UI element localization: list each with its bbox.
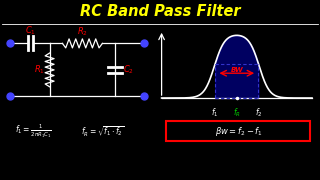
- Bar: [166, 122, 310, 141]
- Text: $R_1$: $R_1$: [34, 64, 45, 76]
- Text: $f_2$: $f_2$: [255, 106, 262, 119]
- Text: $\beta w = f_2 - f_1$: $\beta w = f_2 - f_1$: [214, 125, 262, 138]
- Text: $f_1$: $f_1$: [212, 106, 219, 119]
- Text: $f_R$: $f_R$: [233, 106, 241, 119]
- Text: RC Band Pass Filter: RC Band Pass Filter: [80, 4, 240, 19]
- Text: $C_1$: $C_1$: [25, 25, 36, 37]
- Text: $f_R = \sqrt{f_1 \cdot f_2}$: $f_R = \sqrt{f_1 \cdot f_2}$: [81, 125, 124, 139]
- Text: $R_2$: $R_2$: [77, 26, 88, 38]
- Text: $f_1 = \frac{1}{2\pi R_1 C_1}$: $f_1 = \frac{1}{2\pi R_1 C_1}$: [15, 123, 52, 140]
- Text: $C_2$: $C_2$: [123, 64, 134, 76]
- Text: BW: BW: [230, 67, 243, 73]
